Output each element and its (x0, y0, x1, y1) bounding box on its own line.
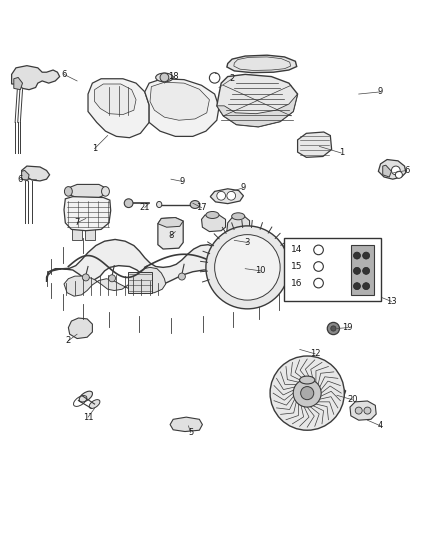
Bar (72, 198, 82, 240)
Polygon shape (158, 217, 183, 249)
Text: 15: 15 (291, 262, 303, 271)
Ellipse shape (64, 187, 72, 196)
Text: 11: 11 (83, 413, 93, 422)
Circle shape (314, 278, 323, 288)
Text: 13: 13 (386, 297, 397, 306)
Text: 20: 20 (347, 395, 357, 404)
Text: 19: 19 (343, 323, 353, 332)
Polygon shape (217, 75, 297, 127)
Text: 1: 1 (339, 149, 344, 157)
Circle shape (215, 235, 280, 300)
Polygon shape (145, 79, 219, 136)
Text: 6: 6 (61, 70, 67, 79)
Text: 12: 12 (310, 349, 320, 358)
Text: 16: 16 (291, 279, 303, 288)
Text: 6: 6 (18, 175, 23, 184)
Circle shape (331, 326, 336, 331)
Polygon shape (201, 215, 226, 231)
Circle shape (109, 275, 116, 282)
Polygon shape (46, 239, 298, 284)
Polygon shape (14, 77, 22, 90)
Polygon shape (158, 217, 183, 227)
Ellipse shape (232, 213, 245, 220)
Text: 7: 7 (74, 219, 80, 228)
Text: 9: 9 (378, 87, 383, 96)
Text: 2: 2 (66, 336, 71, 345)
Circle shape (124, 199, 133, 207)
Text: 17: 17 (196, 203, 207, 212)
Circle shape (314, 245, 323, 255)
Ellipse shape (89, 400, 100, 408)
Polygon shape (227, 216, 250, 235)
Ellipse shape (79, 391, 92, 402)
Ellipse shape (102, 187, 110, 196)
Circle shape (314, 262, 323, 271)
Circle shape (353, 282, 360, 289)
Circle shape (178, 273, 185, 280)
Ellipse shape (156, 201, 162, 207)
Polygon shape (21, 166, 49, 181)
Ellipse shape (206, 212, 219, 219)
Circle shape (217, 191, 226, 200)
Ellipse shape (190, 200, 200, 208)
Circle shape (353, 268, 360, 274)
Text: 9: 9 (240, 183, 246, 192)
Polygon shape (170, 417, 202, 432)
Polygon shape (21, 171, 29, 181)
Polygon shape (88, 79, 149, 138)
Polygon shape (383, 165, 392, 177)
Circle shape (363, 252, 370, 259)
Circle shape (392, 166, 400, 175)
Circle shape (353, 252, 360, 259)
Text: 10: 10 (255, 266, 266, 276)
Circle shape (160, 73, 169, 82)
Text: 8: 8 (168, 231, 173, 240)
Circle shape (82, 274, 89, 281)
Text: 3: 3 (245, 238, 250, 247)
Text: 9: 9 (179, 177, 184, 186)
Text: 6: 6 (404, 166, 410, 175)
Circle shape (268, 282, 275, 289)
Circle shape (355, 407, 362, 414)
Polygon shape (12, 66, 60, 90)
Circle shape (293, 379, 321, 407)
Bar (351, 245, 374, 295)
Circle shape (206, 226, 289, 309)
Text: 2: 2 (230, 74, 235, 83)
Bar (128, 272, 152, 293)
Polygon shape (68, 318, 92, 338)
Polygon shape (150, 82, 209, 120)
Text: 5: 5 (188, 428, 193, 437)
Polygon shape (217, 94, 297, 127)
Bar (285, 238, 381, 302)
Circle shape (363, 268, 370, 274)
Ellipse shape (155, 73, 173, 82)
Polygon shape (271, 380, 346, 404)
Text: 4: 4 (378, 422, 383, 430)
Polygon shape (68, 184, 106, 198)
Bar (85, 198, 95, 240)
Polygon shape (350, 401, 376, 420)
Circle shape (327, 322, 339, 335)
Polygon shape (210, 189, 244, 204)
Circle shape (300, 386, 314, 400)
Text: 14: 14 (291, 245, 302, 254)
Text: 18: 18 (168, 72, 178, 81)
Circle shape (270, 356, 344, 430)
Text: 21: 21 (140, 203, 150, 212)
Polygon shape (378, 159, 406, 179)
Polygon shape (95, 84, 136, 115)
Circle shape (396, 171, 403, 179)
Text: 1: 1 (92, 144, 97, 153)
Polygon shape (64, 268, 166, 296)
Polygon shape (64, 197, 111, 231)
Circle shape (227, 191, 236, 200)
Circle shape (241, 279, 248, 286)
Circle shape (363, 282, 370, 289)
Polygon shape (227, 55, 297, 72)
Circle shape (209, 72, 220, 83)
Ellipse shape (300, 376, 315, 384)
Polygon shape (297, 132, 332, 157)
Circle shape (364, 407, 371, 414)
